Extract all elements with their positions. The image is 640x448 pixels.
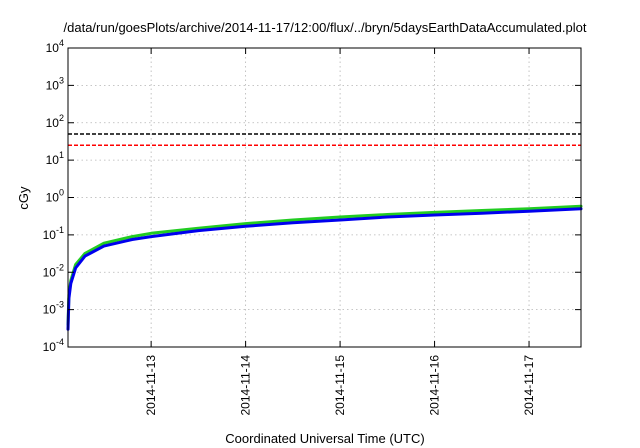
grid: [68, 48, 581, 347]
series-line-2: [66, 207, 583, 331]
series-line-1: [66, 204, 583, 326]
x-tick-label: 2014-11-17: [522, 355, 536, 416]
x-tick-label: 2014-11-14: [239, 355, 253, 416]
chart-title: /data/run/goesPlots/archive/2014-11-17/1…: [64, 20, 587, 35]
y-tick-label: 10-1: [43, 225, 64, 242]
y-tick-label: 102: [46, 113, 64, 130]
y-tick-label: 10-2: [43, 262, 64, 279]
reference-lines: [68, 133, 581, 147]
y-tick-label: 10-3: [43, 300, 64, 317]
x-tick-label: 2014-11-16: [428, 355, 442, 416]
x-axis: 2014-11-13 2014-11-14 2014-11-15 2014-11-16…: [144, 48, 536, 416]
y-tick-label: 103: [46, 75, 64, 92]
y-tick-label: 101: [46, 150, 64, 167]
x-tick-label: 2014-11-13: [144, 355, 158, 416]
y-axis-title: cGy: [16, 186, 31, 210]
series-group: [66, 204, 583, 331]
y-tick-label: 100: [46, 188, 64, 205]
y-axis: 10-4 10-3 10-2 10-1 100 101 102 103 104: [43, 38, 581, 354]
y-tick-label: 104: [46, 38, 64, 55]
y-tick-label: 10-4: [43, 337, 64, 354]
x-tick-label: 2014-11-15: [333, 355, 347, 416]
x-axis-title: Coordinated Universal Time (UTC): [225, 431, 424, 446]
